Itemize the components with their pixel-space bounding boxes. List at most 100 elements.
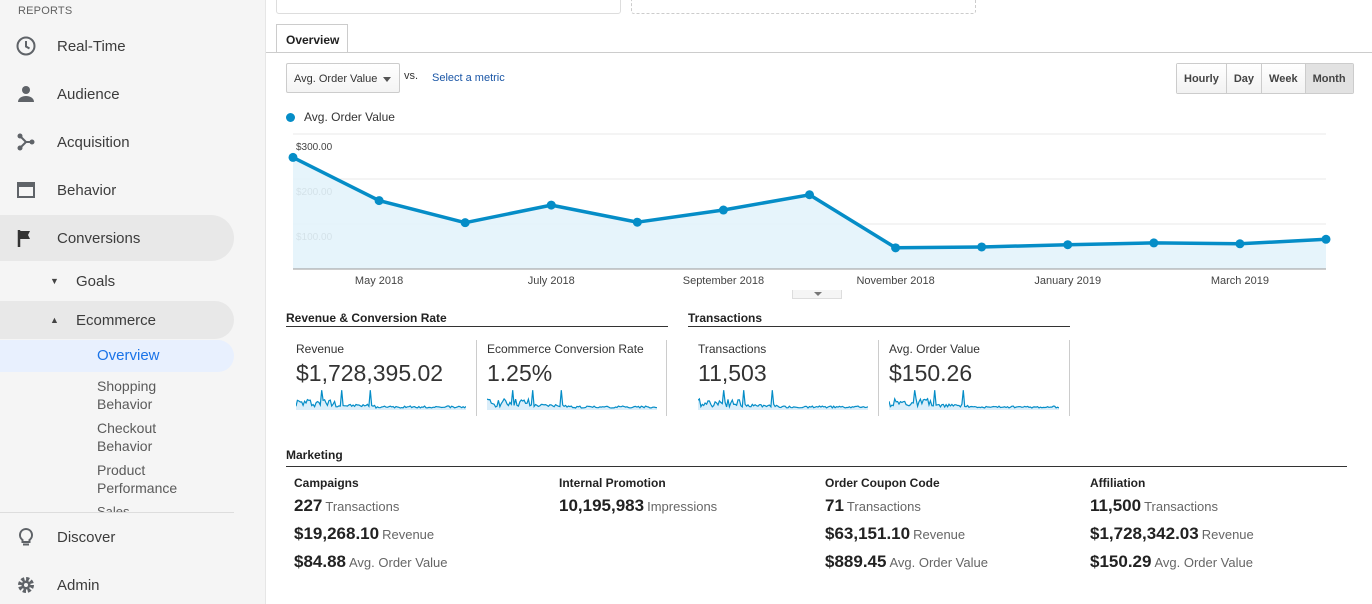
kpi-revenue[interactable]: Revenue $1,728,395.02 — [286, 340, 477, 416]
sidebar-leaf-checkout-behavior[interactable]: Checkout Behavior — [97, 420, 157, 454]
kpi-avg-order-value[interactable]: Avg. Order Value $150.26 — [879, 340, 1070, 416]
metric-select[interactable]: Avg. Order Value — [286, 63, 400, 93]
metric-unit: Revenue — [1201, 527, 1254, 542]
y-tick-label: $300.00 — [296, 142, 333, 153]
sidebar-item-audience[interactable]: Audience — [0, 71, 234, 117]
sidebar-item-conversions[interactable]: Conversions — [0, 215, 234, 261]
hourly-button[interactable]: Hourly — [1177, 64, 1227, 93]
sidebar-leaf-shopping-behavior[interactable]: Shopping Behavior — [97, 378, 157, 412]
marketing-row: 11,500 Transactions — [1090, 496, 1254, 518]
metric-value: 227 — [294, 496, 323, 515]
metric-unit: Transactions — [1144, 499, 1218, 514]
sparkline-line — [296, 390, 466, 409]
marketing-row: $63,151.10 Revenue — [825, 524, 988, 546]
metric-unit: Avg. Order Value — [1154, 555, 1253, 570]
main-content: Overview Avg. Order Value vs. Select a m… — [266, 0, 1372, 604]
sidebar-item-admin[interactable]: Admin — [0, 562, 234, 604]
metric-unit: Revenue — [913, 527, 966, 542]
week-button[interactable]: Week — [1262, 64, 1306, 93]
metric-unit: Impressions — [647, 499, 718, 514]
sidebar-sub-label: Ecommerce — [76, 311, 157, 329]
data-point — [891, 243, 901, 253]
metric-value: $150.29 — [1090, 552, 1152, 571]
metric-value: $889.45 — [825, 552, 887, 571]
marketing-divider — [286, 466, 1347, 467]
marketing-order-coupon-code[interactable]: Order Coupon Code 71 Transactions $63,151… — [825, 476, 988, 574]
metric-value: $19,268.10 — [294, 524, 380, 543]
gear-icon — [15, 574, 37, 596]
sidebar-divider — [0, 512, 234, 513]
kpi-value: $1,728,395.02 — [296, 360, 444, 386]
sparkline-line — [889, 390, 1059, 409]
clock-icon — [15, 35, 37, 57]
sidebar-leaf-overview[interactable]: Overview — [0, 340, 234, 372]
metric-unit: Avg. Order Value — [349, 555, 448, 570]
person-icon — [15, 83, 37, 105]
sidebar-leaf-sales[interactable]: Sales — [97, 504, 130, 512]
month-button[interactable]: Month — [1305, 64, 1353, 93]
kpi-transactions[interactable]: Transactions 11,503 — [688, 340, 879, 416]
data-point — [1063, 240, 1073, 250]
marketing-col-title: Order Coupon Code — [825, 476, 940, 490]
marketing-col-title: Affiliation — [1090, 476, 1146, 490]
caret-down-icon: ▼ — [50, 276, 59, 286]
transactions-section-title: Transactions — [688, 311, 1070, 327]
marketing-row: $84.88 Avg. Order Value — [294, 552, 448, 574]
day-button[interactable]: Day — [1226, 64, 1263, 93]
data-point — [374, 196, 384, 206]
kpi-value: $150.26 — [889, 360, 973, 386]
select-metric-link[interactable]: Select a metric — [432, 72, 505, 84]
metric-value: $1,728,342.03 — [1090, 524, 1199, 543]
sidebar-item-label: Audience — [57, 85, 120, 103]
add-segment-box[interactable] — [631, 0, 976, 14]
marketing-col-title: Campaigns — [294, 476, 359, 490]
marketing-internal-promotion[interactable]: Internal Promotion 10,195,983 Impressions — [559, 476, 717, 518]
x-tick-label: September 2018 — [683, 275, 764, 287]
data-point — [288, 152, 298, 162]
chart-legend: Avg. Order Value — [286, 110, 395, 124]
metric-select-value: Avg. Order Value — [294, 73, 378, 85]
marketing-affiliation[interactable]: Affiliation 11,500 Transactions $1,728,34… — [1090, 476, 1254, 574]
tab-divider — [266, 52, 1372, 53]
sidebar-sub-label: Goals — [76, 272, 116, 290]
sidebar-item-label: Discover — [57, 528, 116, 546]
data-point — [546, 200, 556, 210]
kpi-label: Transactions — [698, 342, 767, 356]
collapse-chart-toggle[interactable] — [792, 290, 842, 299]
metric-unit: Avg. Order Value — [889, 555, 988, 570]
metric-unit: Transactions — [846, 499, 921, 514]
sidebar-item-label: Behavior — [57, 181, 117, 199]
acquisition-icon — [15, 131, 37, 153]
tab-overview[interactable]: Overview — [276, 24, 348, 53]
metric-unit: Transactions — [325, 499, 400, 514]
vs-label: vs. — [404, 70, 419, 82]
data-point — [460, 218, 470, 228]
conversion-rate-sparkline — [487, 390, 657, 410]
caret-down-icon — [383, 77, 391, 82]
data-point — [718, 205, 728, 215]
metric-unit: Revenue — [382, 527, 435, 542]
sidebar-item-behavior[interactable]: Behavior — [0, 167, 234, 213]
granularity-toggle: Hourly Day Week Month — [1176, 63, 1354, 94]
x-tick-label: November 2018 — [856, 275, 934, 287]
marketing-row: 10,195,983 Impressions — [559, 496, 717, 518]
kpi-conversion-rate[interactable]: Ecommerce Conversion Rate 1.25% — [477, 340, 667, 416]
sidebar-leaf-product-performance[interactable]: Product Performance — [97, 462, 178, 496]
sidebar-item-discover[interactable]: Discover — [0, 514, 234, 560]
segment-box[interactable] — [276, 0, 621, 14]
marketing-row: 71 Transactions — [825, 496, 988, 518]
sidebar-item-acquisition[interactable]: Acquisition — [0, 119, 234, 165]
kpi-label: Ecommerce Conversion Rate — [487, 342, 644, 356]
sidebar-sub-ecommerce[interactable]: ▲ Ecommerce — [0, 301, 234, 339]
sidebar: REPORTS Real-Time Audience Acquisition B… — [0, 0, 266, 604]
x-tick-label: March 2019 — [1211, 275, 1269, 287]
sidebar-item-real-time[interactable]: Real-Time — [0, 23, 234, 69]
x-tick-label: January 2019 — [1034, 275, 1101, 287]
data-point — [805, 190, 814, 200]
sparkline-line — [487, 390, 657, 409]
sparkline-area — [296, 390, 466, 410]
data-point — [977, 242, 987, 252]
sidebar-sub-goals[interactable]: ▼ Goals — [0, 262, 234, 300]
marketing-campaigns[interactable]: Campaigns 227 Transactions $19,268.10 Reve… — [294, 476, 448, 574]
